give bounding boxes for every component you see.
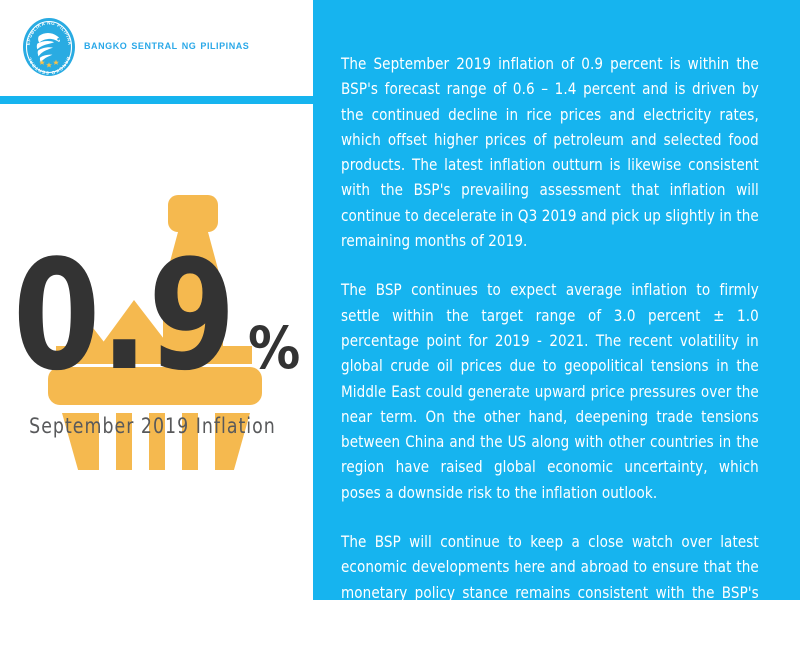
bsp-seal-svg: REPUBLIKA NG PILIPINAS BANGKO SENTRAL [18,16,75,76]
infographic-page: REPUBLIKA NG PILIPINAS BANGKO SENTRAL Ba… [0,0,800,600]
statement-paragraph: The BSP will continue to keep a close wa… [341,533,759,653]
shopping-basket-icon [0,170,313,470]
brand-name: Bangko Sentral ng Pilipinas [84,38,250,52]
shopping-basket-svg [48,195,262,470]
statement-paragraph: The September 2019 inflation of 0.9 perc… [341,55,759,251]
header: REPUBLIKA NG PILIPINAS BANGKO SENTRAL Ba… [0,0,313,96]
statement-panel: The September 2019 inflation of 0.9 perc… [313,0,800,652]
statement-paragraph: The BSP continues to expect average infl… [341,281,759,502]
bsp-seal-icon: REPUBLIKA NG PILIPINAS BANGKO SENTRAL [18,16,80,78]
header-divider [0,96,313,104]
inflation-caption: September 2019 Inflation [29,414,276,438]
